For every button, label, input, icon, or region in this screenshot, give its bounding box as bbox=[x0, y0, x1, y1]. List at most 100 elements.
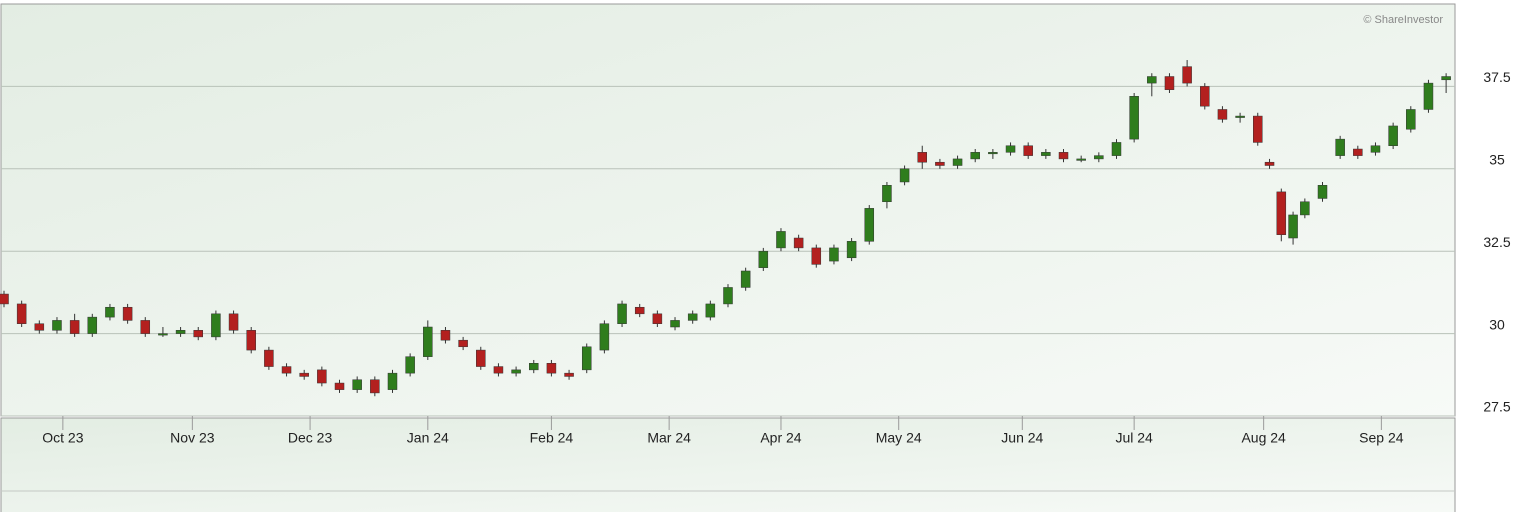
candle-body bbox=[811, 247, 822, 265]
watermark: © ShareInvestor bbox=[1363, 14, 1443, 26]
candle-body bbox=[458, 339, 468, 348]
candle-body bbox=[1058, 152, 1069, 160]
candle-body bbox=[1288, 214, 1298, 239]
candle-body bbox=[1388, 125, 1398, 146]
candle-body bbox=[1264, 161, 1275, 166]
x-tick-label: Jul 24 bbox=[1115, 430, 1153, 446]
candle-body bbox=[140, 320, 151, 334]
candle-body bbox=[105, 306, 115, 318]
candle-body bbox=[740, 270, 751, 288]
x-tick-label: May 24 bbox=[876, 430, 922, 446]
candle-body bbox=[652, 313, 663, 324]
y-tick-label: 30 bbox=[1489, 316, 1505, 332]
x-tick-label: Jan 24 bbox=[407, 430, 449, 446]
candle-body bbox=[758, 250, 769, 268]
candle-body bbox=[546, 363, 557, 374]
y-tick-label: 32.5 bbox=[1483, 234, 1510, 250]
candle-body bbox=[988, 152, 998, 155]
x-tick-label: Sep 24 bbox=[1359, 430, 1404, 446]
candle-body bbox=[1423, 82, 1434, 110]
candle-body bbox=[211, 313, 221, 338]
candle-body bbox=[1023, 145, 1033, 156]
candle-body bbox=[1182, 66, 1192, 84]
candle-body bbox=[405, 356, 415, 374]
x-tick-label: Jun 24 bbox=[1001, 430, 1043, 446]
x-tick-label: Dec 23 bbox=[288, 430, 333, 446]
x-tick-label: Apr 24 bbox=[760, 430, 801, 446]
y-tick-label: 27.5 bbox=[1483, 399, 1510, 415]
candle-body bbox=[1276, 191, 1287, 235]
volume-panel bbox=[0, 417, 1456, 517]
candle-body bbox=[423, 326, 433, 357]
candle-body bbox=[440, 330, 451, 341]
candle-body bbox=[882, 185, 892, 203]
candle-body bbox=[317, 369, 327, 384]
candle-body bbox=[246, 330, 256, 351]
candle-body bbox=[1370, 145, 1381, 153]
candle-body bbox=[599, 323, 610, 351]
candle-body bbox=[228, 313, 239, 331]
candle-body bbox=[476, 349, 486, 367]
candle-body bbox=[34, 323, 45, 331]
candle-body bbox=[723, 287, 733, 305]
candle-body bbox=[387, 372, 398, 390]
candle-body bbox=[1441, 76, 1451, 81]
candle-body bbox=[1147, 76, 1157, 84]
candle-body bbox=[0, 293, 9, 305]
plot-area bbox=[0, 3, 1456, 417]
x-tick-label: Nov 23 bbox=[170, 430, 215, 446]
candle-body bbox=[917, 152, 927, 163]
candle-body bbox=[617, 303, 627, 324]
candle-body bbox=[158, 333, 168, 336]
candle-body bbox=[511, 369, 521, 374]
candle-body bbox=[1164, 76, 1175, 90]
candle-body bbox=[87, 316, 98, 334]
candle-body bbox=[529, 363, 539, 371]
candle-body bbox=[776, 231, 786, 249]
candle-body bbox=[970, 152, 980, 160]
candle-body bbox=[1353, 148, 1363, 156]
candle-body bbox=[864, 208, 875, 242]
candle-body bbox=[52, 320, 62, 331]
candle-body bbox=[493, 366, 504, 374]
candle-body bbox=[264, 349, 274, 367]
candle-body bbox=[1200, 86, 1210, 107]
candle-body bbox=[1406, 109, 1416, 130]
candle-body bbox=[193, 330, 203, 338]
candle-body bbox=[1111, 142, 1122, 156]
candle-body bbox=[69, 320, 80, 334]
y-tick-label: 37.5 bbox=[1483, 69, 1510, 85]
candle-body bbox=[1129, 96, 1139, 140]
candle-body bbox=[1217, 109, 1228, 120]
candle-body bbox=[829, 247, 839, 262]
candle-body bbox=[899, 168, 910, 183]
candle-body bbox=[16, 303, 27, 324]
candle-body bbox=[581, 346, 592, 371]
candle-body bbox=[122, 306, 133, 321]
candle-body bbox=[846, 241, 857, 259]
candle-body bbox=[370, 379, 380, 394]
candle-body bbox=[1235, 115, 1245, 118]
candle-body bbox=[935, 161, 945, 166]
x-tick-label: Mar 24 bbox=[647, 430, 691, 446]
candle-body bbox=[687, 313, 698, 321]
x-tick-label: Oct 23 bbox=[42, 430, 83, 446]
candle-body bbox=[1005, 145, 1016, 153]
candle-body bbox=[634, 306, 645, 315]
candle-body bbox=[1335, 138, 1345, 156]
candle-body bbox=[670, 320, 680, 328]
candle-body bbox=[952, 158, 963, 166]
candle-body bbox=[281, 366, 292, 374]
candle-body bbox=[1076, 158, 1086, 161]
candle-body bbox=[1041, 152, 1051, 156]
x-tick-label: Aug 24 bbox=[1241, 430, 1286, 446]
candle-body bbox=[175, 330, 186, 334]
candle-body bbox=[1300, 201, 1310, 216]
candle-body bbox=[793, 237, 804, 249]
candle-body bbox=[705, 303, 716, 318]
candle-body bbox=[299, 372, 309, 377]
candle-body bbox=[564, 372, 574, 377]
candle-body bbox=[352, 379, 362, 390]
